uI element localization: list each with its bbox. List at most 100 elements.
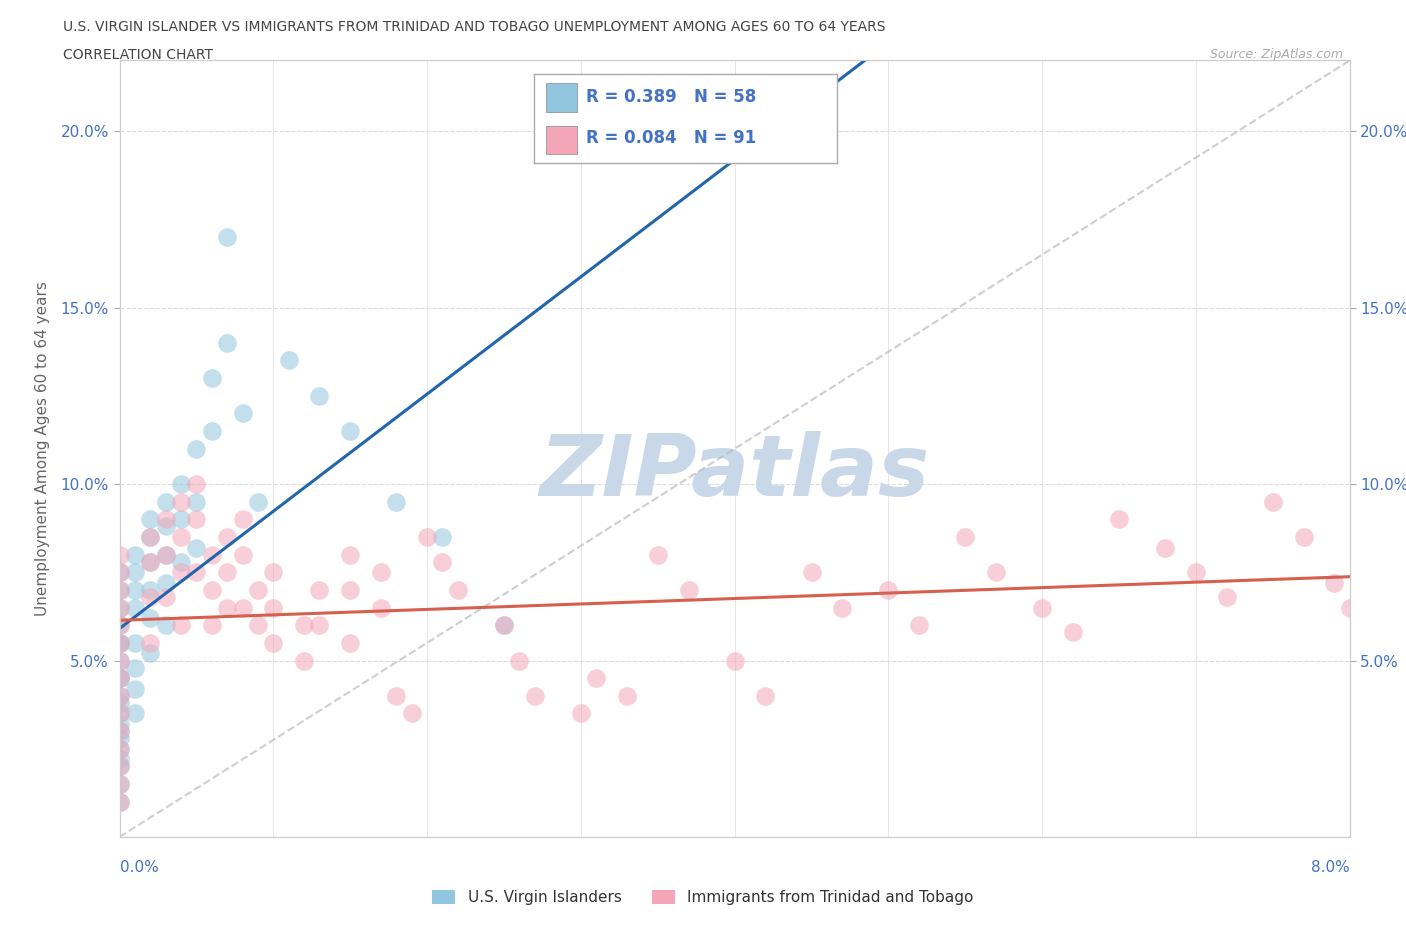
Point — [616, 688, 638, 703]
Point — [908, 618, 931, 632]
Bar — [547, 84, 576, 112]
Point — [108, 688, 131, 703]
Point — [416, 529, 439, 544]
Point — [370, 600, 392, 615]
Point — [647, 547, 669, 562]
Text: U.S. VIRGIN ISLANDER VS IMMIGRANTS FROM TRINIDAD AND TOBAGO UNEMPLOYMENT AMONG A: U.S. VIRGIN ISLANDER VS IMMIGRANTS FROM … — [63, 20, 886, 34]
Point — [108, 741, 131, 756]
Point — [1108, 512, 1130, 526]
Point — [155, 590, 177, 604]
Point — [831, 600, 853, 615]
Point — [385, 688, 408, 703]
Point — [569, 706, 592, 721]
Point — [201, 424, 224, 439]
Point — [246, 618, 269, 632]
Point — [170, 476, 193, 491]
Point — [370, 565, 392, 579]
Point — [108, 618, 131, 632]
Point — [108, 717, 131, 732]
Point — [186, 540, 208, 555]
Point — [155, 547, 177, 562]
Point — [1261, 494, 1284, 509]
Point — [186, 565, 208, 579]
Point — [139, 646, 162, 661]
Point — [155, 576, 177, 591]
Point — [246, 582, 269, 597]
Point — [170, 565, 193, 579]
Point — [231, 600, 254, 615]
Point — [108, 671, 131, 685]
Point — [1031, 600, 1053, 615]
Point — [139, 635, 162, 650]
Point — [108, 635, 131, 650]
Point — [139, 590, 162, 604]
Point — [170, 554, 193, 569]
Point — [201, 547, 224, 562]
Point — [262, 565, 284, 579]
Point — [523, 688, 546, 703]
Point — [308, 618, 330, 632]
Point — [170, 618, 193, 632]
Point — [124, 565, 146, 579]
Point — [231, 512, 254, 526]
Point — [108, 671, 131, 685]
Point — [108, 653, 131, 668]
Point — [108, 724, 131, 738]
Point — [262, 600, 284, 615]
Point — [723, 653, 745, 668]
Point — [139, 512, 162, 526]
Text: R = 0.389   N = 58: R = 0.389 N = 58 — [586, 88, 756, 106]
Point — [217, 336, 239, 351]
Point — [201, 371, 224, 386]
Point — [217, 230, 239, 245]
Point — [339, 582, 361, 597]
Point — [108, 794, 131, 809]
Point — [262, 635, 284, 650]
Point — [108, 582, 131, 597]
Point — [108, 724, 131, 738]
Point — [585, 671, 607, 685]
Point — [139, 582, 162, 597]
Point — [124, 582, 146, 597]
Point — [432, 554, 454, 569]
Point — [1215, 590, 1237, 604]
Point — [108, 582, 131, 597]
Point — [277, 353, 299, 368]
Text: Source: ZipAtlas.com: Source: ZipAtlas.com — [1209, 48, 1343, 61]
Point — [155, 519, 177, 534]
Point — [201, 618, 224, 632]
Y-axis label: Unemployment Among Ages 60 to 64 years: Unemployment Among Ages 60 to 64 years — [35, 281, 49, 617]
Point — [800, 565, 823, 579]
Point — [492, 618, 515, 632]
Point — [155, 618, 177, 632]
Text: CORRELATION CHART: CORRELATION CHART — [63, 48, 214, 62]
Point — [339, 424, 361, 439]
Point — [108, 600, 131, 615]
Point — [508, 653, 530, 668]
Point — [170, 512, 193, 526]
Point — [186, 512, 208, 526]
Point — [339, 547, 361, 562]
Point — [139, 529, 162, 544]
Point — [108, 635, 131, 650]
Point — [155, 547, 177, 562]
Point — [139, 554, 162, 569]
Point — [108, 618, 131, 632]
Point — [217, 529, 239, 544]
Point — [217, 600, 239, 615]
Point — [124, 635, 146, 650]
Point — [108, 741, 131, 756]
Point — [955, 529, 977, 544]
Point — [139, 554, 162, 569]
Point — [1185, 565, 1208, 579]
Point — [1292, 529, 1315, 544]
Point — [124, 682, 146, 697]
Point — [108, 635, 131, 650]
Point — [308, 582, 330, 597]
Point — [139, 529, 162, 544]
Point — [231, 547, 254, 562]
Point — [108, 688, 131, 703]
Point — [108, 671, 131, 685]
Point — [155, 494, 177, 509]
Point — [1323, 576, 1346, 591]
